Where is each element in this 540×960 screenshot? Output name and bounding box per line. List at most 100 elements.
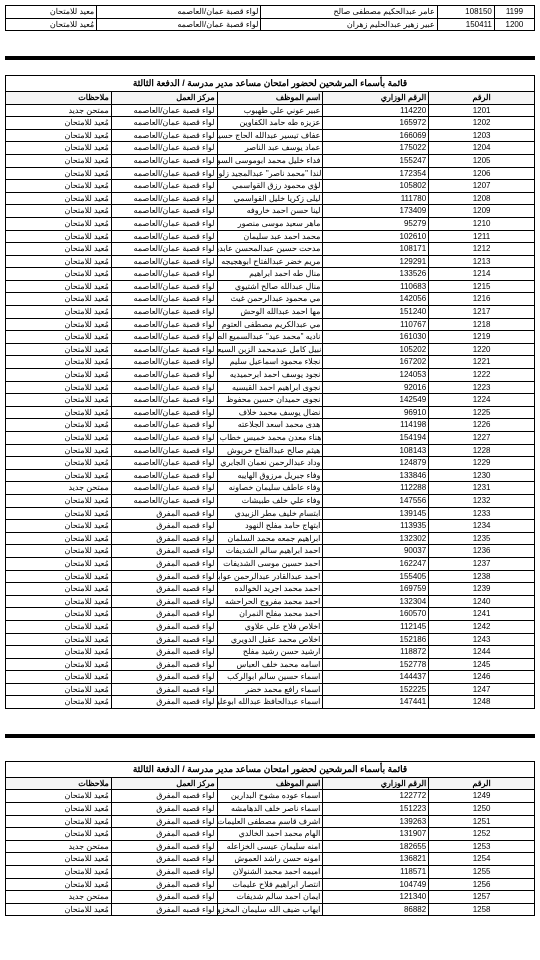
cell-idx: 1249 [429,790,535,803]
table-row: 1202165972عزيزه طه حامد الكفاوينلواء قصب… [6,117,535,130]
table-row: 1249122772اسماء عوده مشوح البدارينلواء ق… [6,790,535,803]
table-row: 1250151223اسماء ناصر خلف الدهامشهلواء قص… [6,803,535,816]
cell-notes: مُعيد للامتحان [6,595,112,608]
cell-min: 167202 [323,356,429,369]
table-row: 1226114198هدى محمد اسعد الجلاعتهلواء قصب… [6,419,535,432]
cell-center: لواء قصبه المفرق [111,840,217,853]
cell-min: 162247 [323,557,429,570]
cell-idx: 1247 [429,683,535,696]
cell-center: لواء قصبة عمان/العاصمه [111,331,217,344]
cell-min: 112288 [323,482,429,495]
table-row: 1213129291مريم خضر عبدالفتاح ابوهجيجهلوا… [6,255,535,268]
cell-min: 122772 [323,790,429,803]
cell-name: امنه سليمان عيسى الخزاعله [217,840,323,853]
cell-notes: مُعيد للامتحان [6,18,97,31]
cell-name: عبير زهير عبدالحليم زهران [261,18,437,31]
cell-idx: 1244 [429,646,535,659]
cell-name: اسماء رافع محمد خضر [217,683,323,696]
cell-idx: 1222 [429,369,535,382]
cell-idx: 1238 [429,570,535,583]
table-row: 123690037احمد ابراهيم سالم الشديفاتلواء … [6,545,535,558]
cell-min: 132304 [323,595,429,608]
cell-name: نجود يوسف احمد ابرحميديه [217,369,323,382]
cell-name: ناديه "محمد عيد" عبدالسميع الطباخي [217,331,323,344]
cell-notes: مُعيد للامتحان [6,620,112,633]
cell-notes: مُعيد للامتحان [6,507,112,520]
cell-notes: مُعيد للامتحان [6,828,112,841]
cell-center: لواء قصبه المفرق [111,520,217,533]
cell-notes: مُعيد للامتحان [6,696,112,709]
h-center: مركز العمل [111,91,217,104]
table-row: 1237162247احمد حسين موسى الشديفاتلواء قص… [6,557,535,570]
cell-idx: 1201 [429,104,535,117]
cell-notes: مُعيد للامتحان [6,658,112,671]
cell-idx: 1254 [429,853,535,866]
cell-idx: 1220 [429,343,535,356]
cell-notes: مُعيد للامتحان [6,280,112,293]
cell-min: 124879 [323,457,429,470]
table-row: 1231112288وفاء عاطف سليمان خصاونهلواء قص… [6,482,535,495]
table-row: 1200150411عبير زهير عبدالحليم زهرانلواء … [6,18,535,31]
table-row: 1201114220عبير عوني علي طهبوبلواء قصبة ع… [6,104,535,117]
cell-idx: 1255 [429,866,535,879]
cell-min: 124053 [323,369,429,382]
cell-center: لواء قصبه المفرق [111,620,217,633]
cell-notes: مُعيد للامتحان [6,878,112,891]
cell-idx: 1235 [429,532,535,545]
cell-name: مي عبدالكريم مصطفى العتوم [217,318,323,331]
table-row: 1242112145اخلاص فلاح علي علاويلواء قصبه … [6,620,535,633]
h-min: الرقم الوزاري [323,91,429,104]
cell-name: اسماء ناصر خلف الدهامشه [217,803,323,816]
table-row: 1257121340ايمان احمد سالم شديفاتلواء قصب… [6,891,535,904]
cell-name: ماهر سعيد موسى منصور [217,217,323,230]
cell-center: لواء قصبة عمان/العاصمه [111,205,217,218]
cell-center: لواء قصبه المفرق [111,570,217,583]
cell-min: 108150 [437,6,494,19]
cell-min: 112145 [323,620,429,633]
cell-name: نجلاء محمود اسماعيل سليم [217,356,323,369]
cell-name: نبيل كامل عبدمحمد الزبن السيعوري [217,343,323,356]
table-row: 1256104749انتصار ابراهيم فلاح عليماتلواء… [6,878,535,891]
cell-name: احمد ابراهيم سالم الشديفات [217,545,323,558]
cell-center: لواء قصبة عمان/العاصمه [111,369,217,382]
cell-min: 108143 [323,444,429,457]
cell-idx: 1231 [429,482,535,495]
cell-center: لواء قصبة عمان/العاصمه [111,482,217,495]
cell-center: لواء قصبة عمان/العاصمه [111,192,217,205]
cell-min: 114198 [323,419,429,432]
cell-notes: مُعيد للامتحان [6,167,112,180]
cell-min: 173409 [323,205,429,218]
cell-name: ارشيد حسن رشيد مفلح [217,646,323,659]
cell-min: 86882 [323,903,429,916]
table-row: 1215110683منال عبدالله صالح اشتيويلواء ق… [6,280,535,293]
title-2: قائمة بأسماء المرشحين لحضور امتحان مساعد… [6,762,535,778]
cell-name: مها احمد عبدالله الوحش [217,306,323,319]
cell-name: لندا "محمد ناصر" عبدالمجيد زلوم [217,167,323,180]
cell-center: لواء قصبة عمان/العاصمه [111,343,217,356]
cell-notes: مُعيد للامتحان [6,803,112,816]
cell-min: 144437 [323,671,429,684]
table-row: 1208111780ليلى زكريا خليل القواسميلواء ق… [6,192,535,205]
table-row: 1205155247فداء خليل محمد ابوموسى السوطري… [6,154,535,167]
cell-notes: مُعيد للامتحان [6,369,112,382]
cell-idx: 1204 [429,142,535,155]
table-row: 1227154194هناء معدن محمد خميس خطابلواء ق… [6,432,535,445]
cell-name: احمد محمد مفروج الحراحشه [217,595,323,608]
cell-center: لواء قصبه المفرق [111,658,217,671]
cell-name: محمد احمد عبد سليمان [217,230,323,243]
title-1: قائمة بأسماء المرشحين لحضور امتحان مساعد… [6,76,535,92]
cell-min: 108171 [323,243,429,256]
cell-idx: 1214 [429,268,535,281]
table-row: 1207105802لؤي محمود رزق القواسميلواء قصب… [6,180,535,193]
cell-notes: مُعيد للامتحان [6,570,112,583]
cell-notes: مُعيد للامتحان [6,532,112,545]
cell-name: هناء معدن محمد خميس خطاب [217,432,323,445]
table-row: 1244118872ارشيد حسن رشيد مفلحلواء قصبه ا… [6,646,535,659]
cell-min: 111780 [323,192,429,205]
cell-min: 96910 [323,406,429,419]
cell-min: 155247 [323,154,429,167]
cell-min: 133846 [323,469,429,482]
table-row: 1241160570احمد محمد مفلح النمرانلواء قصب… [6,608,535,621]
h2-min: الرقم الوزاري [323,777,429,790]
cell-min: 147556 [323,494,429,507]
